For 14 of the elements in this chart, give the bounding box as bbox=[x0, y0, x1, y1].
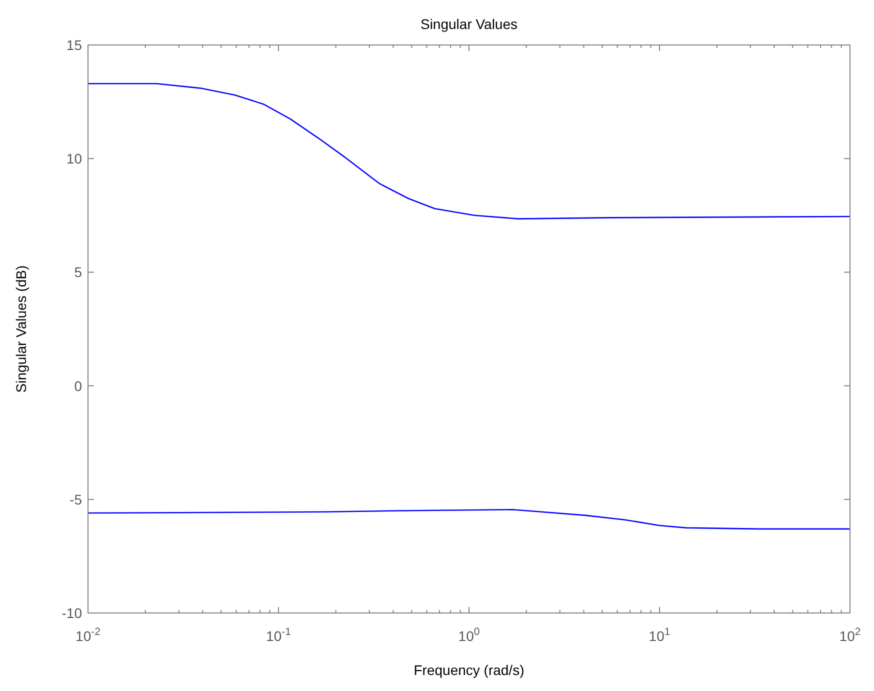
x-tick-label: 10$^{1}$ bbox=[648, 626, 670, 644]
y-axis-title: Singular Values (dB) bbox=[13, 265, 29, 393]
x-tick-label: 10$^{0}$ bbox=[458, 626, 480, 644]
x-tick-label: 10$^{-2}$ bbox=[76, 626, 101, 644]
y-tick-label: -10 bbox=[62, 605, 82, 621]
y-tick-label: 10 bbox=[66, 150, 82, 167]
x-tick-label: 10$^{-1}$ bbox=[266, 626, 292, 644]
x-axis-title: Frequency (rad/s) bbox=[414, 662, 524, 678]
chart-title: Singular Values bbox=[420, 16, 518, 32]
y-tick-label: 0 bbox=[74, 378, 82, 394]
y-tick-label: -5 bbox=[70, 491, 82, 508]
x-tick-label: 10$^{2}$ bbox=[839, 626, 861, 644]
y-tick-label: 15 bbox=[66, 37, 82, 53]
y-tick-label: 5 bbox=[74, 264, 82, 280]
